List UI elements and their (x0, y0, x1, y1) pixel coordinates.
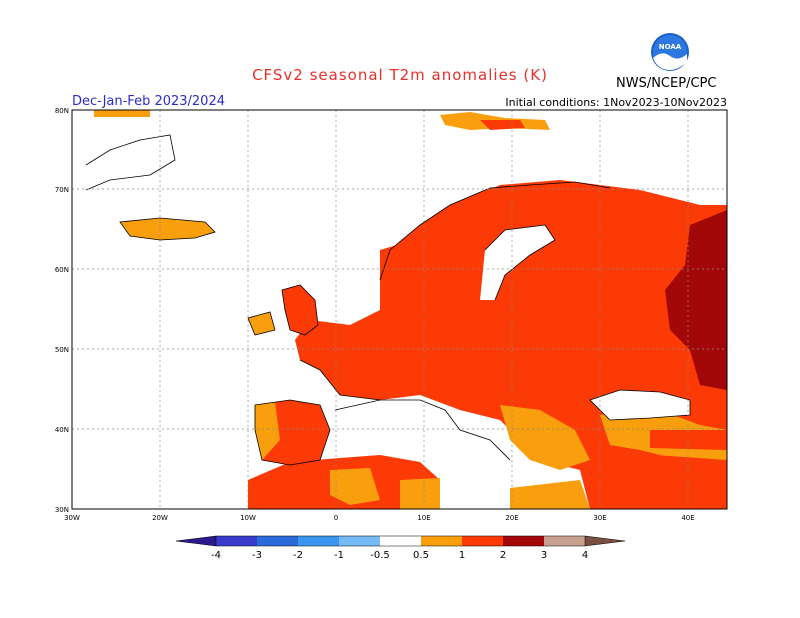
lat-label: 40N (55, 426, 69, 434)
colorbar-swatch (544, 536, 585, 546)
colorbar-swatch (462, 536, 503, 546)
colorbar-swatch (298, 536, 339, 546)
colorbar-swatch (339, 536, 380, 546)
colorbar-swatch (503, 536, 544, 546)
agency-label: NWS/NCEP/CPC (616, 76, 717, 91)
lon-label: 30E (593, 514, 606, 522)
coastlines (85, 134, 691, 466)
lon-label: 20W (152, 514, 168, 522)
colorbar-label: 0.5 (413, 550, 429, 561)
lon-label: 0 (334, 514, 338, 522)
colorbar-label: 4 (582, 550, 588, 561)
colorbar-label: -1 (334, 550, 344, 561)
colorbar-arrow-high (585, 536, 625, 546)
lat-label: 30N (55, 506, 69, 514)
colorbar-swatch (421, 536, 462, 546)
colorbar-label: -0.5 (370, 550, 390, 561)
forecast-period: Dec-Jan-Feb 2023/2024 (72, 94, 225, 109)
lat-label: 80N (55, 107, 69, 115)
colorbar: -4 -3 -2 -1 -0.5 0.5 1 2 3 4 (175, 535, 626, 561)
lon-label: 10E (417, 514, 430, 522)
colorbar-arrow-low (176, 536, 216, 546)
colorbar-label: 1 (459, 550, 465, 561)
lon-label: 20E (505, 514, 518, 522)
colorbar-swatch (380, 536, 421, 546)
lon-label: 30W (64, 514, 80, 522)
map-title: CFSv2 seasonal T2m anomalies (K) (252, 66, 548, 84)
colorbar-label: -3 (252, 550, 262, 561)
initial-conditions: Initial conditions: 1Nov2023-10Nov2023 (505, 96, 727, 109)
colorbar-swatch (257, 536, 298, 546)
lat-label: 60N (55, 266, 69, 274)
lon-label: 40E (681, 514, 694, 522)
colorbar-label: 3 (541, 550, 547, 561)
colorbar-swatch (216, 536, 257, 546)
lat-label: 50N (55, 346, 69, 354)
anomaly-field (94, 110, 727, 509)
colorbar-label: 2 (500, 550, 506, 561)
map-frame (71, 109, 728, 510)
svg-text:NOAA: NOAA (659, 43, 682, 51)
graticule (72, 110, 727, 509)
noaa-logo-icon: NOAA (651, 33, 689, 71)
lon-label: 10W (240, 514, 256, 522)
lat-label: 70N (55, 186, 69, 194)
colorbar-label: -2 (293, 550, 303, 561)
colorbar-label: -4 (211, 550, 221, 561)
